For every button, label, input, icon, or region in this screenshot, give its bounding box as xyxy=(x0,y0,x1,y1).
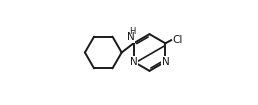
Text: Cl: Cl xyxy=(173,35,183,45)
Text: N: N xyxy=(130,57,138,67)
Text: H: H xyxy=(130,27,136,36)
Text: N: N xyxy=(127,32,135,42)
Text: N: N xyxy=(162,57,169,67)
